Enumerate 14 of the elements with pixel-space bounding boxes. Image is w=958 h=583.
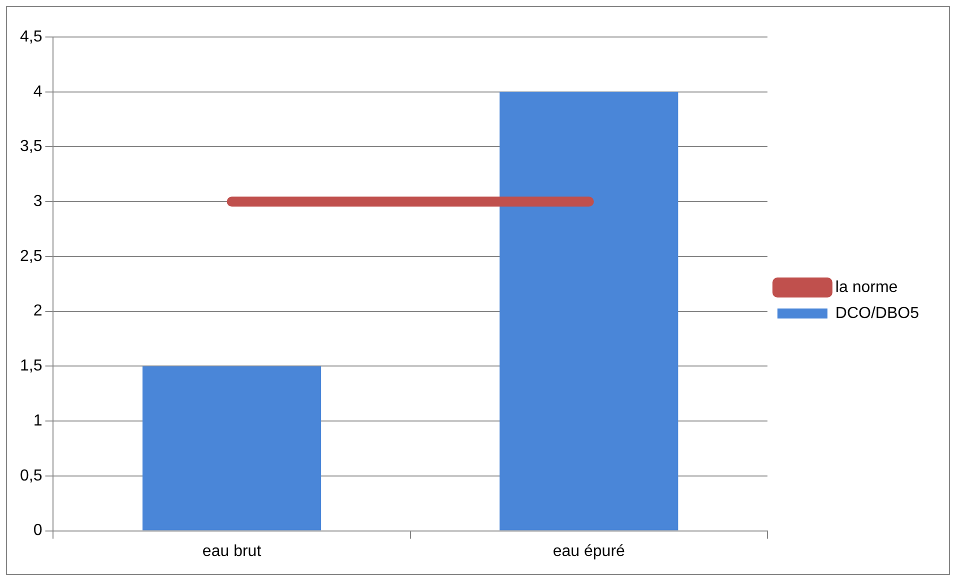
y-tick-label: 2 <box>33 302 42 320</box>
legend-label: la norme <box>835 278 898 296</box>
legend-label: DCO/DBO5 <box>835 304 920 322</box>
y-tick-label: 4 <box>33 83 42 100</box>
y-tick-label: 1,5 <box>20 358 42 375</box>
y-tick-label: 3 <box>33 193 42 210</box>
y-tick-label: 0 <box>33 522 42 540</box>
x-tick-label: eau brut <box>202 542 262 560</box>
y-tick-label: 4,5 <box>20 28 42 46</box>
y-tick-label: 2,5 <box>20 248 42 265</box>
y-tick-label: 0,5 <box>20 467 42 484</box>
x-tick-label: eau épuré <box>552 542 626 560</box>
y-tick-label: 3,5 <box>20 138 42 156</box>
y-tick-label: 1 <box>33 412 42 430</box>
